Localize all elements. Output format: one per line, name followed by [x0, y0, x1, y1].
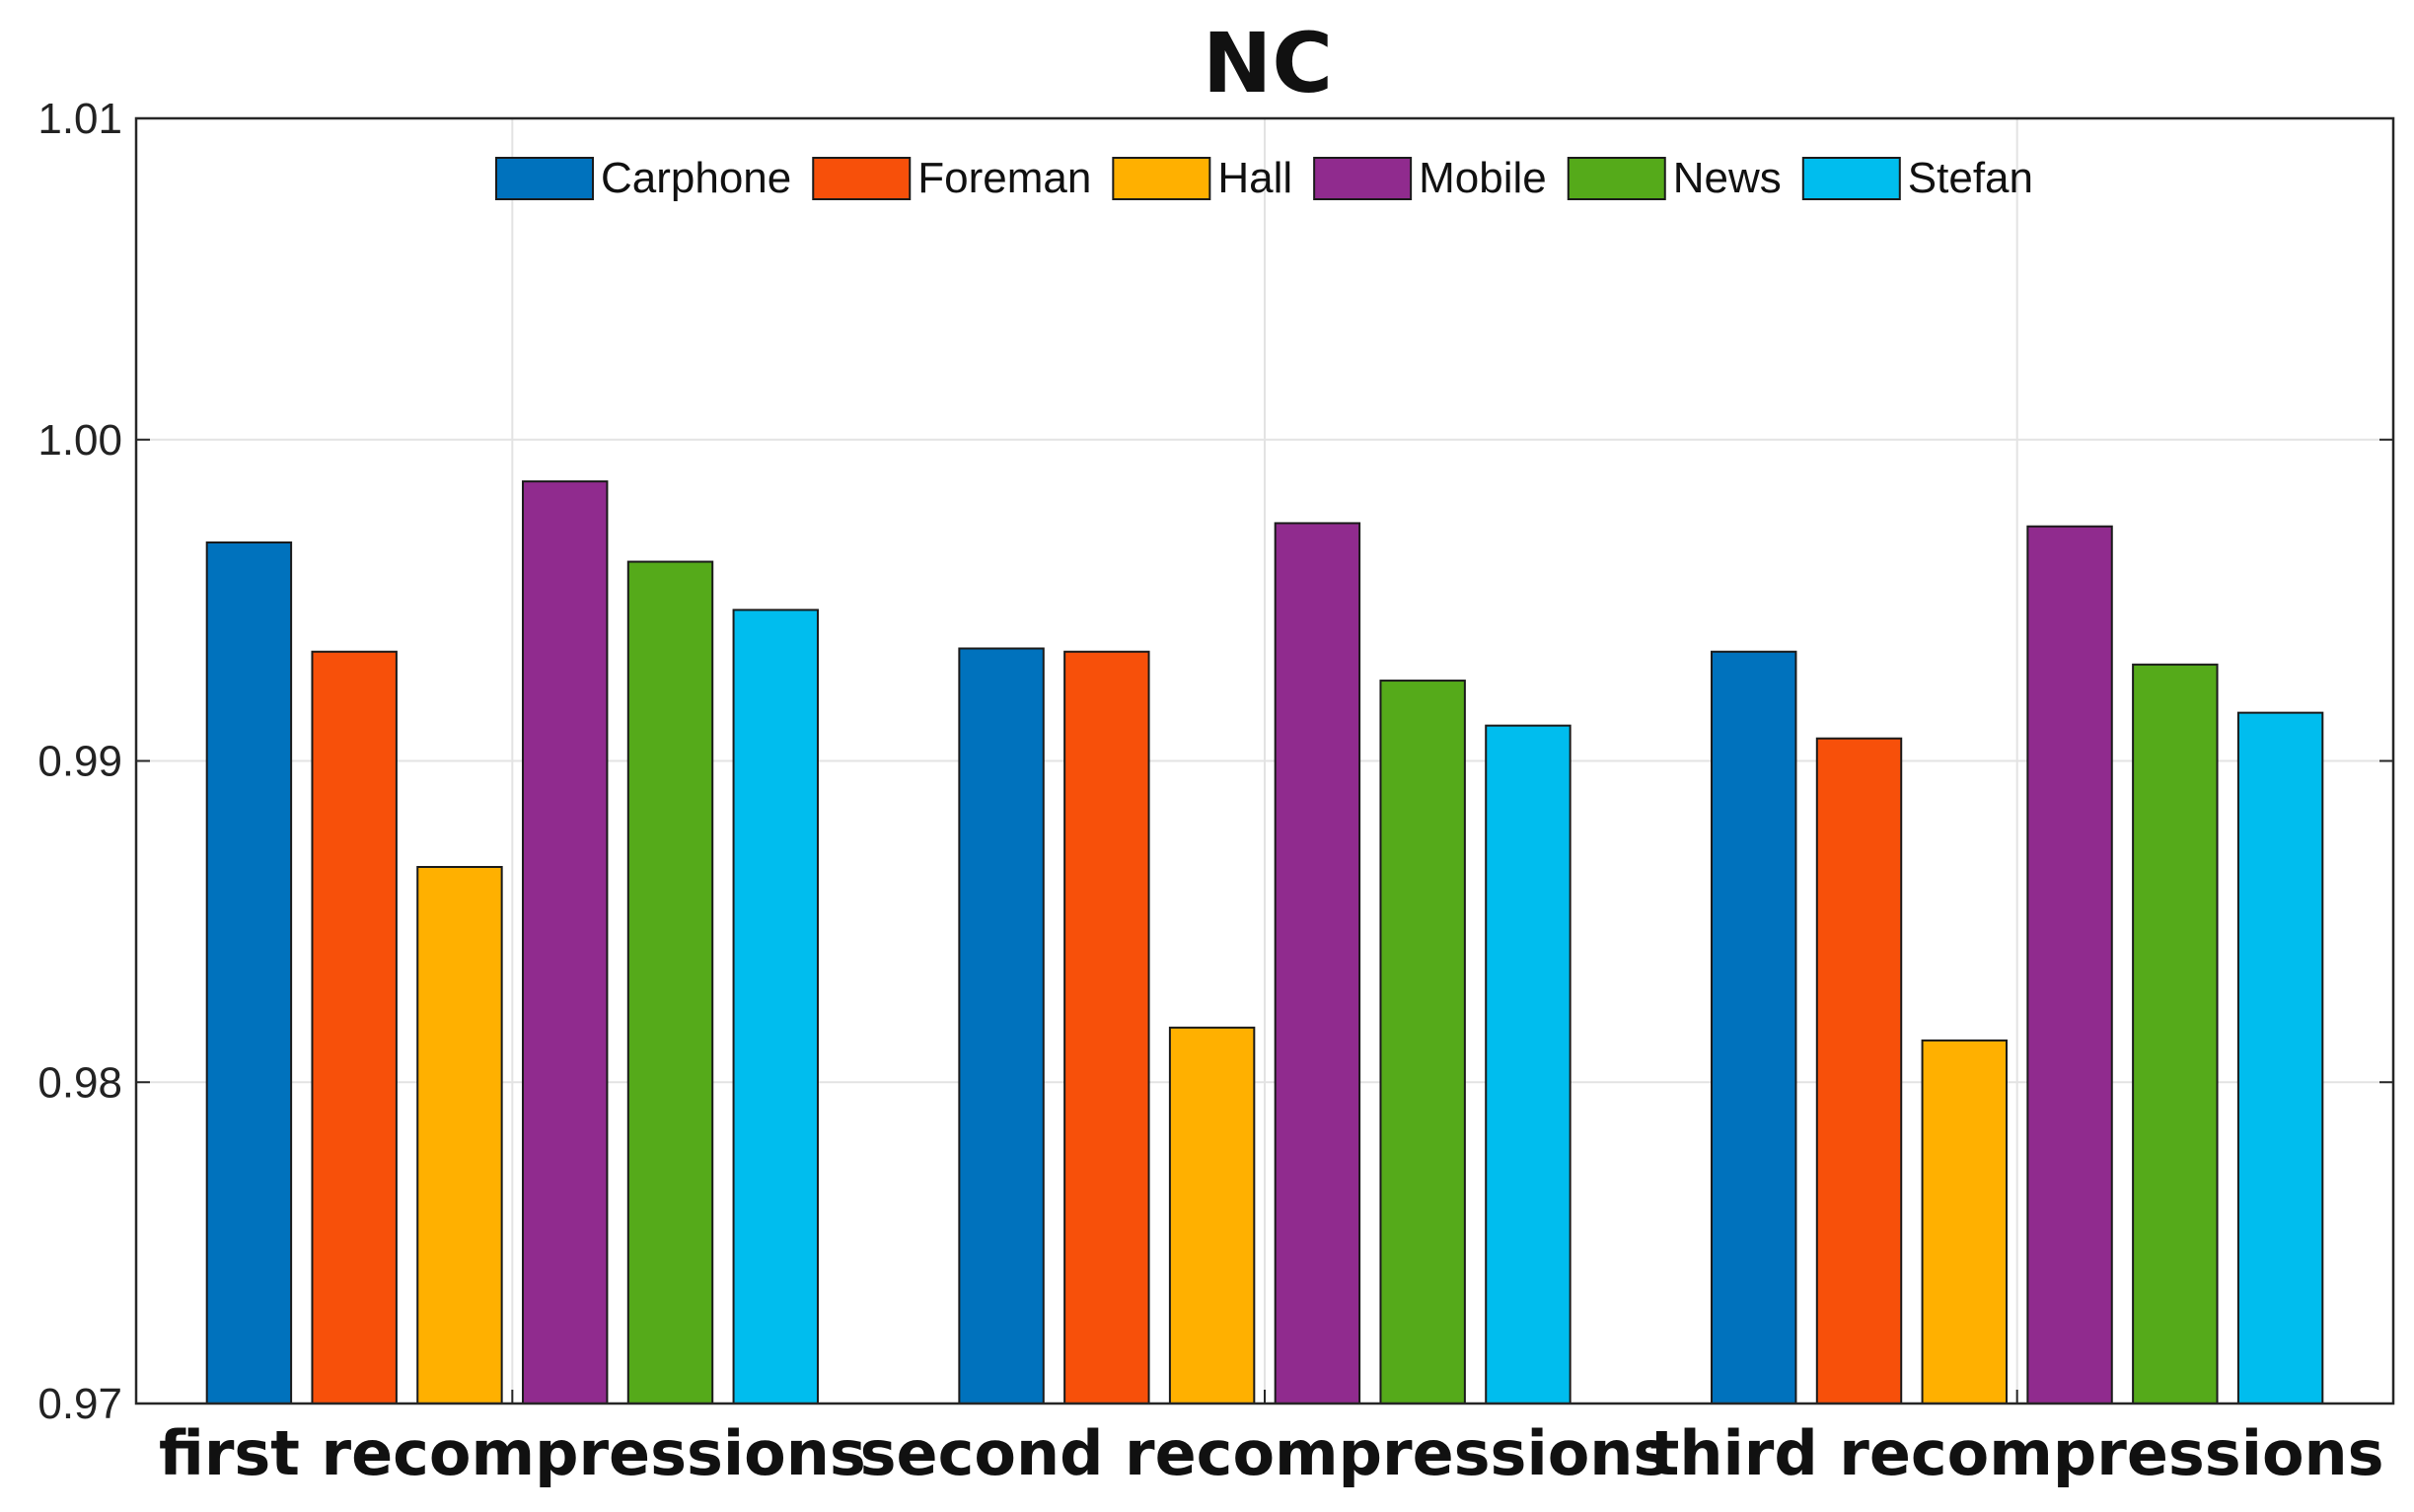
y-tick-label: 0.99 — [37, 738, 122, 786]
bar-foreman-2 — [1063, 650, 1150, 1404]
bar-hall-2 — [1168, 1026, 1256, 1405]
legend-swatch-foreman — [812, 157, 912, 200]
bar-hall-1 — [416, 865, 503, 1404]
bar-carphone-1 — [205, 540, 293, 1404]
y-tick-label: 0.97 — [37, 1380, 122, 1428]
bars — [205, 480, 2324, 1405]
bar-carphone-3 — [1711, 650, 1797, 1404]
bar-foreman-1 — [311, 650, 398, 1404]
y-tick-label: 1.01 — [37, 95, 122, 143]
bar-mobile-1 — [522, 480, 609, 1405]
bar-news-1 — [626, 560, 714, 1404]
x-category-label: third recompressions — [1650, 1417, 2384, 1489]
bar-carphone-2 — [958, 647, 1045, 1404]
bar-stefan-1 — [732, 609, 819, 1404]
bar-hall-3 — [1921, 1039, 2008, 1404]
bar-stefan-3 — [2236, 711, 2324, 1404]
legend-swatch-mobile — [1313, 157, 1413, 200]
bar-mobile-3 — [2026, 525, 2113, 1404]
chart-title: NC — [1203, 15, 1333, 111]
legend: Carphone Foreman Hall Mobile News Stefan — [494, 154, 2033, 202]
bar-news-2 — [1379, 680, 1466, 1404]
legend-swatch-stefan — [1801, 157, 1901, 200]
legend-label-news: News — [1673, 154, 1782, 202]
y-tick-label: 1.00 — [37, 416, 122, 465]
legend-swatch-hall — [1112, 157, 1211, 200]
legend-swatch-news — [1567, 157, 1666, 200]
bar-stefan-2 — [1485, 724, 1572, 1404]
legend-label-hall: Hall — [1217, 154, 1292, 202]
legend-label-carphone: Carphone — [601, 154, 791, 202]
x-category-label: second recompressions — [860, 1417, 1670, 1489]
legend-swatch-carphone — [494, 157, 594, 200]
legend-label-foreman: Foreman — [917, 154, 1091, 202]
y-axis-ticks: 0.97 0.98 0.99 1.00 1.01 — [37, 95, 2393, 1428]
legend-label-stefan: Stefan — [1908, 154, 2033, 202]
bar-foreman-3 — [1815, 737, 1903, 1404]
y-tick-label: 0.98 — [37, 1058, 122, 1107]
legend-label-mobile: Mobile — [1419, 154, 1547, 202]
x-category-label: first recompressions — [159, 1417, 866, 1489]
bar-news-3 — [2132, 663, 2219, 1404]
bar-mobile-2 — [1274, 522, 1361, 1404]
